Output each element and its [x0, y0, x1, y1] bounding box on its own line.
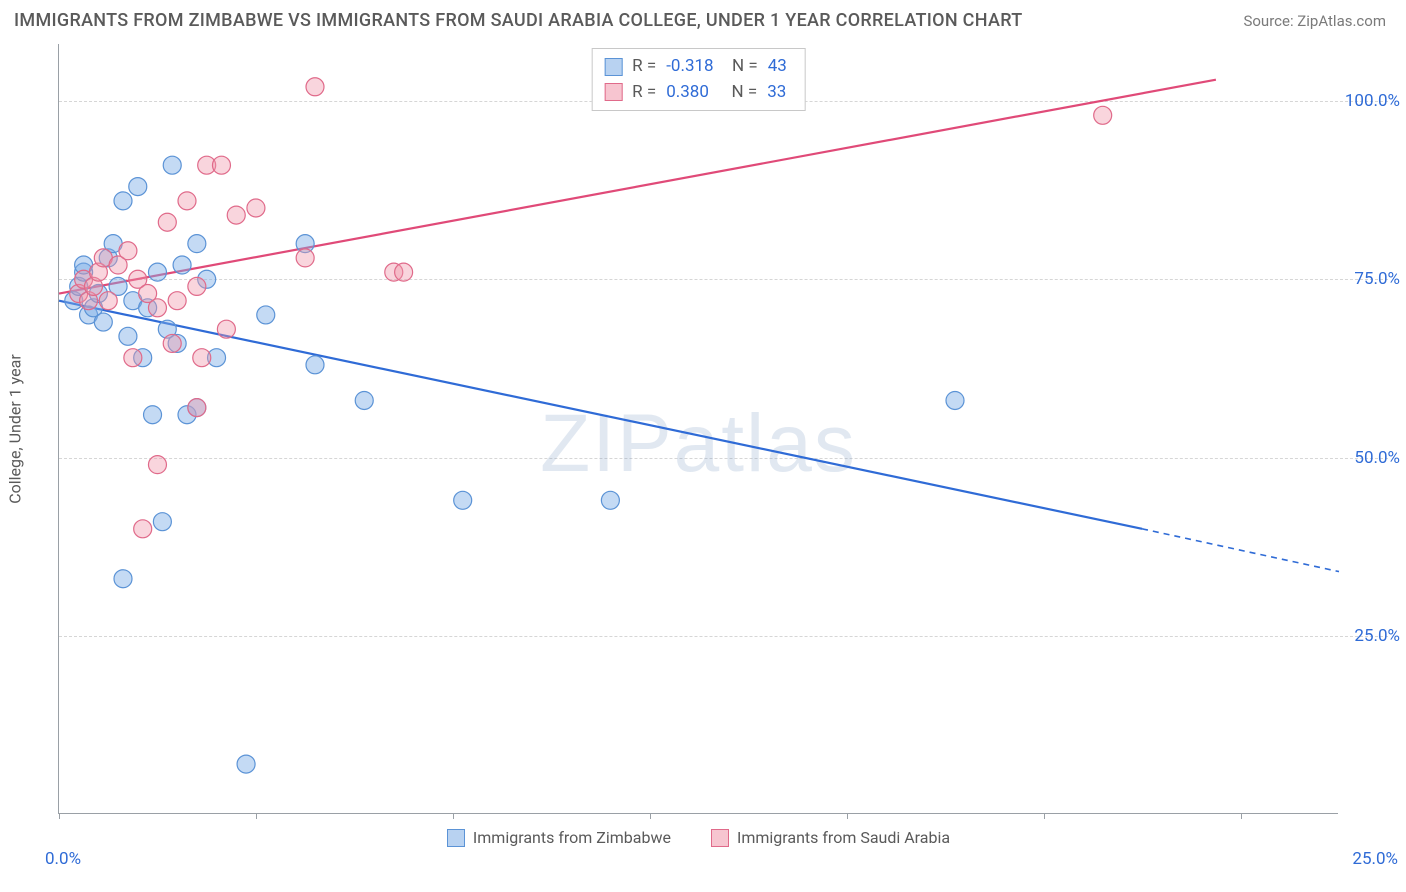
stat-n-label: N = — [724, 54, 758, 80]
scatter-points — [59, 44, 1338, 813]
x-tick — [650, 813, 651, 819]
data-point — [193, 349, 211, 367]
data-point — [99, 292, 117, 310]
x-tick — [847, 813, 848, 819]
swatch-blue-icon — [604, 58, 622, 76]
swatch-pink-icon — [711, 829, 729, 847]
data-point — [119, 242, 137, 260]
source-label: Source: ZipAtlas.com — [1243, 12, 1386, 30]
stat-r-value: -0.318 — [666, 54, 713, 80]
legend-label: Immigrants from Saudi Arabia — [737, 828, 950, 847]
y-tick-label: 100.0% — [1340, 91, 1400, 111]
scatter-plot: College, Under 1 year 25.0%50.0%75.0%100… — [58, 44, 1338, 814]
data-point — [148, 456, 166, 474]
data-point — [247, 199, 265, 217]
data-point — [119, 327, 137, 345]
stats-legend-row: R = -0.318 N = 43 — [604, 54, 787, 80]
data-point — [148, 263, 166, 281]
data-point — [153, 513, 171, 531]
x-tick-label: 0.0% — [45, 849, 81, 869]
stat-r-label: R = — [632, 54, 656, 80]
data-point — [114, 570, 132, 588]
stat-n-value: 33 — [767, 80, 786, 106]
data-point — [355, 391, 373, 409]
data-point — [227, 206, 245, 224]
x-tick — [1044, 813, 1045, 819]
swatch-pink-icon — [604, 83, 622, 101]
stat-n-label: N = — [719, 80, 757, 106]
swatch-blue-icon — [447, 829, 465, 847]
stat-r-label: R = — [632, 80, 656, 106]
y-tick-label: 25.0% — [1340, 626, 1400, 646]
data-point — [94, 313, 112, 331]
data-point — [178, 192, 196, 210]
y-tick-label: 50.0% — [1340, 448, 1400, 468]
data-point — [946, 391, 964, 409]
data-point — [158, 213, 176, 231]
data-point — [217, 320, 235, 338]
data-point — [148, 299, 166, 317]
stat-r-value: 0.380 — [666, 80, 709, 106]
data-point — [124, 349, 142, 367]
series-legend: Immigrants from Zimbabwe Immigrants from… — [59, 828, 1338, 847]
data-point — [134, 520, 152, 538]
data-point — [188, 399, 206, 417]
y-tick-label: 75.0% — [1340, 269, 1400, 289]
x-tick — [1241, 813, 1242, 819]
data-point — [114, 192, 132, 210]
data-point — [144, 406, 162, 424]
data-point — [173, 256, 191, 274]
data-point — [306, 78, 324, 96]
data-point — [237, 755, 255, 773]
chart-title: IMMIGRANTS FROM ZIMBABWE VS IMMIGRANTS F… — [14, 10, 1023, 31]
stats-legend: R = -0.318 N = 43 R = 0.380 N = 33 — [591, 48, 806, 111]
data-point — [168, 292, 186, 310]
legend-item: Immigrants from Saudi Arabia — [711, 828, 950, 847]
legend-label: Immigrants from Zimbabwe — [473, 828, 671, 847]
legend-item: Immigrants from Zimbabwe — [447, 828, 671, 847]
header-bar: IMMIGRANTS FROM ZIMBABWE VS IMMIGRANTS F… — [0, 0, 1406, 37]
data-point — [454, 491, 472, 509]
stats-legend-row: R = 0.380 N = 33 — [604, 80, 787, 106]
x-tick — [59, 813, 60, 819]
x-tick-label: 25.0% — [1352, 849, 1398, 869]
data-point — [257, 306, 275, 324]
x-tick — [453, 813, 454, 819]
data-point — [163, 334, 181, 352]
y-axis-label: College, Under 1 year — [6, 354, 25, 504]
data-point — [601, 491, 619, 509]
data-point — [163, 156, 181, 174]
data-point — [1094, 106, 1112, 124]
data-point — [129, 178, 147, 196]
stat-n-value: 43 — [768, 54, 787, 80]
x-tick — [256, 813, 257, 819]
data-point — [395, 263, 413, 281]
data-point — [212, 156, 230, 174]
data-point — [296, 249, 314, 267]
data-point — [188, 277, 206, 295]
data-point — [188, 235, 206, 253]
data-point — [306, 356, 324, 374]
